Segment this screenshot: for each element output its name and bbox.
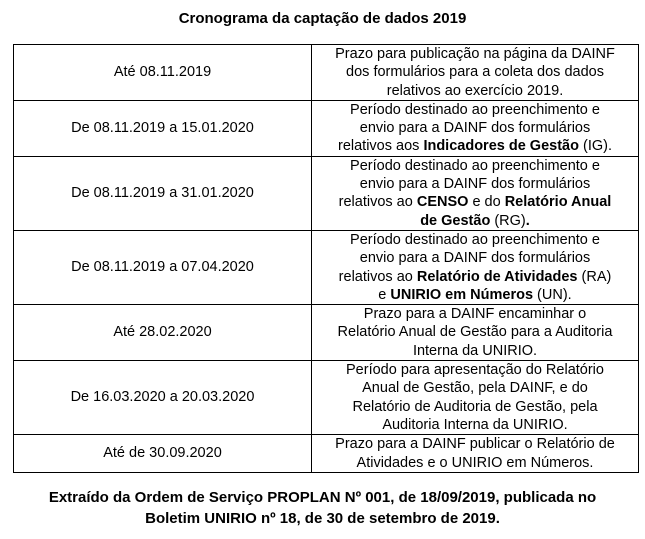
text-segment: (RA) xyxy=(577,268,612,285)
text-segment: (UN). xyxy=(533,286,572,303)
bold-text: Relatório de Atividades xyxy=(416,268,578,285)
description-line: Período destinado ao preenchimento e xyxy=(312,101,638,119)
table-row: Até de 30.09.2020 Prazo para a DAINF publ… xyxy=(13,434,639,473)
text-segment: Interna da UNIRIO. xyxy=(412,342,538,359)
description-cell: Prazo para a DAINF publicar o Relatório … xyxy=(311,434,639,473)
text-segment: Período destinado ao preenchimento e xyxy=(350,157,600,174)
bold-text: de Gestão xyxy=(420,212,491,229)
table-row: De 08.11.2019 a 31.01.2020 Período destin… xyxy=(13,155,639,231)
bold-text: . xyxy=(525,212,530,229)
text-segment: envio para a DAINF dos formulários xyxy=(359,250,591,267)
description-line: Auditoria Interna da UNIRIO. xyxy=(312,416,638,434)
description-line: Relatório de Auditoria de Gestão, pela xyxy=(312,398,638,416)
table-row: De 08.11.2019 a 15.01.2020 Período destin… xyxy=(13,99,639,157)
table-row: De 08.11.2019 a 07.04.2020 Período destin… xyxy=(13,229,639,306)
source-note: Extraído da Ordem de Serviço PROPLAN Nº … xyxy=(0,487,645,529)
text-segment: dos formulários para a coleta dos dados xyxy=(346,64,604,81)
description-line: Prazo para publicação na página da DAINF xyxy=(312,45,638,63)
description-line: de Gestão (RG). xyxy=(312,212,638,230)
document-title: Cronograma da captação de dados 2019 xyxy=(178,10,467,27)
text-segment: relativos ao xyxy=(338,268,417,285)
text-segment: Auditoria Interna da UNIRIO. xyxy=(382,416,568,433)
table-row: De 16.03.2020 a 20.03.2020 Período para a… xyxy=(13,360,639,436)
description-line: envio para a DAINF dos formulários xyxy=(312,249,638,267)
description-line: Período para apresentação do Relatório xyxy=(312,361,638,379)
text-segment: relativos aos xyxy=(338,138,424,155)
bold-text: Indicadores de Gestão xyxy=(423,138,579,155)
text-segment: Período destinado ao preenchimento e xyxy=(350,231,600,248)
bold-text: Relatório Anual xyxy=(504,194,612,211)
text-segment: e do xyxy=(468,194,505,211)
date-cell: De 16.03.2020 a 20.03.2020 xyxy=(13,360,312,436)
description-line: Atividades e o UNIRIO em Números. xyxy=(312,454,638,472)
description-line: e UNIRIO em Números (UN). xyxy=(312,286,638,304)
date-cell: De 08.11.2019 a 15.01.2020 xyxy=(13,99,312,157)
description-line: relativos ao exercício 2019. xyxy=(312,82,638,100)
description-line: dos formulários para a coleta dos dados xyxy=(312,63,638,81)
description-line: envio para a DAINF dos formulários xyxy=(312,119,638,137)
description-line: Período destinado ao preenchimento e xyxy=(312,231,638,249)
description-line: Relatório Anual de Gestão para a Auditor… xyxy=(312,323,638,341)
text-segment: Atividades e o UNIRIO em Números. xyxy=(356,454,594,471)
description-cell: Período para apresentação do Relatório An… xyxy=(311,360,639,436)
description-cell: Período destinado ao preenchimento e envi… xyxy=(311,155,639,231)
description-line: envio para a DAINF dos formulários xyxy=(312,175,638,193)
description-line: relativos ao CENSO e do Relatório Anual xyxy=(312,193,638,211)
date-cell: De 08.11.2019 a 07.04.2020 xyxy=(13,229,312,306)
text-segment: relativos ao exercício 2019. xyxy=(386,82,564,99)
table-row: Até 08.11.2019 Prazo para publicação na p… xyxy=(13,44,639,101)
text-segment: Período destinado ao preenchimento e xyxy=(350,101,600,118)
text-segment: e xyxy=(378,286,391,303)
description-line: Anual de Gestão, pela DAINF, e do xyxy=(312,379,638,397)
text-segment: Período para apresentação do Relatório xyxy=(346,362,604,379)
text-segment: Prazo para a DAINF encaminhar o xyxy=(363,306,587,323)
description-cell: Prazo para a DAINF encaminhar o Relatório… xyxy=(311,304,639,362)
text-segment: Anual de Gestão, pela DAINF, e do xyxy=(362,380,588,397)
source-note-line-1: Extraído da Ordem de Serviço PROPLAN Nº … xyxy=(48,489,597,506)
description-line: Período destinado ao preenchimento e xyxy=(312,157,638,175)
description-line: Prazo para a DAINF publicar o Relatório … xyxy=(312,435,638,453)
description-cell: Período destinado ao preenchimento e envi… xyxy=(311,99,639,157)
text-segment: envio para a DAINF dos formulários xyxy=(359,120,591,137)
text-segment: relativos ao xyxy=(338,194,417,211)
bold-text: UNIRIO em Números xyxy=(390,286,534,303)
description-cell: Período destinado ao preenchimento e envi… xyxy=(311,229,639,306)
schedule-table-body: Até 08.11.2019 Prazo para publicação na p… xyxy=(13,44,639,473)
date-cell: Até 08.11.2019 xyxy=(13,44,312,101)
bold-text: CENSO xyxy=(416,194,469,211)
source-note-line-2: Boletim UNIRIO nº 18, de 30 de setembro … xyxy=(145,510,500,527)
text-segment: Relatório de Auditoria de Gestão, pela xyxy=(352,398,598,415)
date-cell: Até 28.02.2020 xyxy=(13,304,312,362)
text-segment: Prazo para a DAINF publicar o Relatório … xyxy=(335,436,615,453)
description-line: Prazo para a DAINF encaminhar o xyxy=(312,305,638,323)
text-segment: envio para a DAINF dos formulários xyxy=(359,176,591,193)
text-segment: (RG) xyxy=(490,212,526,229)
text-segment: Relatório Anual de Gestão para a Auditor… xyxy=(337,324,613,341)
date-cell: De 08.11.2019 a 31.01.2020 xyxy=(13,155,312,231)
date-cell: Até de 30.09.2020 xyxy=(13,434,312,473)
text-segment: Prazo para publicação na página da DAINF xyxy=(335,46,615,62)
table-row: Até 28.02.2020 Prazo para a DAINF encamin… xyxy=(13,304,639,362)
text-segment: (IG). xyxy=(578,138,612,155)
description-line: relativos aos Indicadores de Gestão (IG)… xyxy=(312,137,638,155)
description-line: relativos ao Relatório de Atividades (RA… xyxy=(312,268,638,286)
description-line: Interna da UNIRIO. xyxy=(312,342,638,360)
description-cell: Prazo para publicação na página da DAINF… xyxy=(311,44,639,101)
schedule-table: Até 08.11.2019 Prazo para publicação na p… xyxy=(13,44,639,473)
